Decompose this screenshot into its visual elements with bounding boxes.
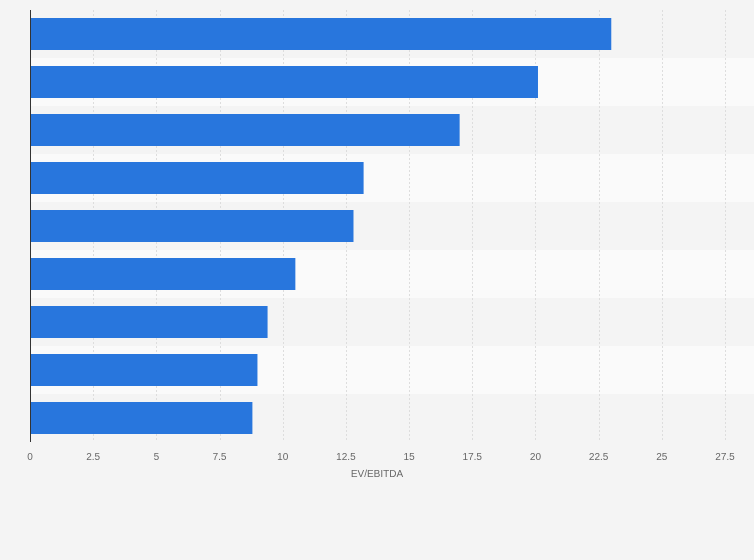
bar[interactable] — [30, 258, 296, 290]
x-tick-label: 0 — [27, 452, 33, 463]
x-tick-label: 25 — [656, 452, 668, 463]
x-axis-label: EV/EBITDA — [351, 469, 404, 480]
x-tick-label: 27.5 — [715, 452, 735, 463]
bars — [30, 18, 612, 434]
x-tick-label: 22.5 — [589, 452, 609, 463]
x-tick-labels: 0 2.5 5 7.5 10 12.5 15 17.5 20 22.5 25 27.5 — [27, 452, 735, 463]
x-tick-label: 2.5 — [86, 452, 100, 463]
x-tick-label: 15 — [404, 452, 416, 463]
bar[interactable] — [30, 210, 354, 242]
x-tick-label: 10 — [277, 452, 289, 463]
x-tick-label: 20 — [530, 452, 542, 463]
x-tick-label: 5 — [154, 452, 160, 463]
bar[interactable] — [30, 18, 612, 50]
bar[interactable] — [30, 306, 268, 338]
bar[interactable] — [30, 162, 364, 194]
bar[interactable] — [30, 114, 460, 146]
x-tick-label: 12.5 — [336, 452, 356, 463]
bar[interactable] — [30, 354, 258, 386]
x-tick-label: 17.5 — [463, 452, 483, 463]
bar[interactable] — [30, 402, 253, 434]
x-tick-label: 7.5 — [213, 452, 227, 463]
bar[interactable] — [30, 66, 538, 98]
